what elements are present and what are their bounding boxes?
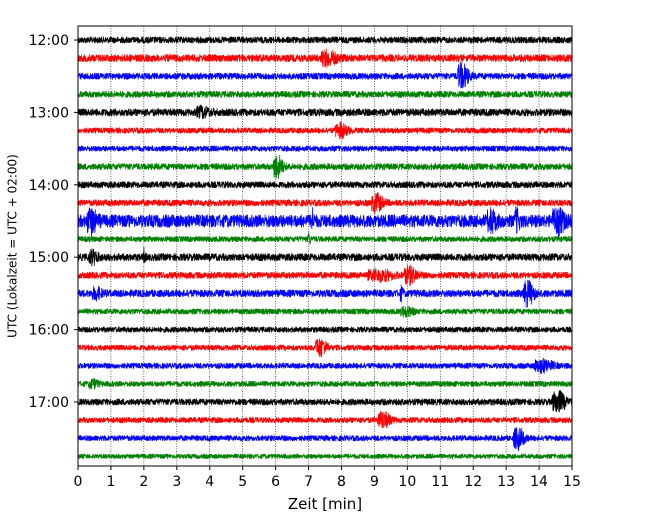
x-tick-label: 14 — [530, 474, 548, 490]
x-tick-label: 12 — [464, 474, 482, 490]
x-tick-label: 8 — [337, 474, 346, 490]
x-tick-label: 2 — [139, 474, 148, 490]
x-tick-label: 3 — [172, 474, 181, 490]
y-tick-label: 16:00 — [29, 323, 69, 339]
x-tick-label: 4 — [205, 474, 214, 490]
x-axis-ticks: 0 1 2 3 4 5 6 7 8 9 10 11 12 13 14 15 — [74, 466, 581, 490]
x-tick-label: 0 — [74, 474, 83, 490]
seismogram-trace — [77, 192, 573, 215]
seismogram-trace — [77, 264, 573, 287]
x-tick-label: 6 — [271, 474, 280, 490]
y-axis-ticks: 12:00 13:00 14:00 15:00 16:00 17:00 — [29, 33, 78, 411]
plot-frame — [77, 25, 573, 467]
y-tick-label: 12:00 — [29, 33, 69, 49]
seismogram-trace — [77, 378, 573, 390]
y-tick-label: 17:00 — [29, 395, 69, 411]
seismogram-trace — [77, 36, 573, 44]
seismogram-trace — [77, 390, 573, 413]
seismogram-trace — [77, 246, 573, 267]
seismogram-traces — [77, 36, 573, 459]
seismogram-trace — [77, 305, 573, 318]
x-axis-label: Zeit [min] — [288, 495, 362, 513]
seismogram-trace — [77, 338, 573, 358]
x-tick-label: 5 — [238, 474, 247, 490]
seismogram-trace — [77, 357, 573, 375]
y-tick-label: 13:00 — [29, 105, 69, 121]
seismogram-trace — [77, 121, 573, 140]
seismogram-trace — [77, 154, 573, 179]
seismogram-trace — [77, 279, 573, 308]
seismogram-trace — [77, 61, 573, 89]
seismogram-trace — [77, 232, 573, 245]
x-tick-label: 9 — [370, 474, 379, 490]
x-tick-label: 1 — [106, 474, 115, 490]
x-tick-label: 7 — [304, 474, 313, 490]
x-grid — [110, 26, 540, 466]
seismogram-trace — [77, 427, 573, 451]
x-tick-label: 11 — [431, 474, 449, 490]
seismogram-trace — [77, 410, 573, 429]
y-axis-label: UTC (Lokalzeit = UTC + 02:00) — [6, 154, 20, 338]
seismogram-trace — [77, 453, 573, 459]
y-tick-label: 15:00 — [29, 250, 69, 266]
seismogram-trace — [77, 48, 573, 68]
x-tick-label: 15 — [563, 474, 581, 490]
seismogram-trace — [77, 326, 573, 333]
y-tick-label: 14:00 — [29, 178, 69, 194]
seismogram-trace — [77, 206, 573, 238]
seismogram-trace — [77, 181, 573, 189]
x-tick-label: 10 — [398, 474, 416, 490]
x-tick-label: 13 — [497, 474, 515, 490]
seismogram-trace — [77, 145, 573, 152]
seismogram-trace — [77, 90, 573, 98]
seismogram-trace — [77, 104, 573, 120]
